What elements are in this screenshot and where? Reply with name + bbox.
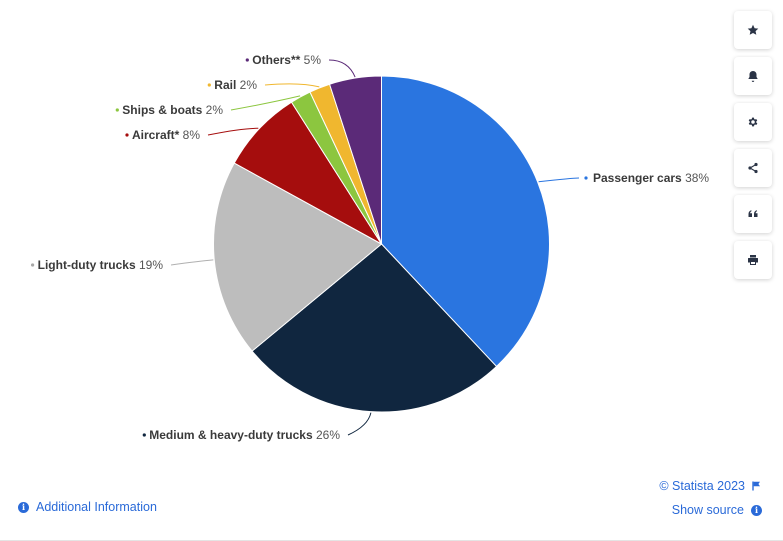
slice-label-name: Medium & heavy-duty trucks [149,428,313,442]
pie-slice[interactable] [328,75,382,245]
leader-line [170,259,214,266]
slice-label-name: Passenger cars [593,171,682,185]
slice-label-name: Others** [252,53,300,67]
info-icon: i [751,504,762,516]
slice-label-value: 2% [202,103,223,117]
info-icon: i [18,501,29,513]
additional-information-link[interactable]: i Additional Information [18,500,157,514]
leader-line [207,127,259,136]
settings-button[interactable] [734,103,772,141]
legend-bullet [207,83,211,87]
slice-label-value: 38% [682,171,710,185]
legend-bullet [584,176,588,180]
gear-icon [748,117,758,127]
slice-label: Ships & boats 2% [122,103,223,117]
legend-bullet [115,108,119,112]
copyright[interactable]: © Statista 2023 [659,479,761,493]
slice-label: Rail 2% [214,78,257,92]
slice-label: Aircraft* 8% [132,128,200,142]
slice-label: Medium & heavy-duty trucks 26% [149,428,340,442]
slice-label-value: 19% [136,258,164,272]
print-button[interactable] [734,241,772,279]
pie-slice[interactable] [212,162,383,352]
chart-tools [734,11,772,287]
leader-lines [170,59,580,436]
slice-label: Light-duty trucks 19% [38,258,164,272]
legend-bullet [245,58,249,62]
bell-icon [748,71,758,82]
pie-slices [212,75,550,413]
copyright-label: © Statista 2023 [659,479,745,493]
leader-line [538,177,580,183]
star-icon [747,24,759,35]
leader-line [230,95,301,111]
slice-label-name: Light-duty trucks [38,258,136,272]
leader-line [328,59,356,78]
pie-slice[interactable] [381,75,550,368]
legend-bullet [125,133,129,137]
share-icon [748,162,758,174]
print-icon [748,255,758,265]
flag-icon [752,481,760,491]
slice-label-name: Ships & boats [122,103,202,117]
slice-label-value: 26% [313,428,341,442]
show-source-label: Show source [671,503,744,517]
quote-icon [748,210,758,217]
legend-bullet [30,263,35,267]
leader-line [264,83,320,88]
slice-label-value: 2% [236,78,257,92]
slice-labels: Passenger cars 38% Medium & heavy-duty tr… [30,53,709,442]
pie-slice[interactable] [251,243,498,413]
show-source-link[interactable]: Show source i [672,503,762,517]
slice-label-value: 8% [179,128,200,142]
favorite-button[interactable] [734,11,772,49]
share-button[interactable] [734,149,772,187]
slice-label-name: Aircraft* [132,128,180,142]
additional-information-label: Additional Information [36,500,157,514]
leader-line [347,412,372,436]
cite-button[interactable] [734,195,772,233]
slice-label: Passenger cars 38% [593,171,709,185]
slice-label: Others** 5% [252,53,321,67]
slice-label-value: 5% [300,53,321,67]
slice-label-name: Rail [214,78,236,92]
notification-button[interactable] [734,57,772,95]
legend-bullet [142,433,146,437]
